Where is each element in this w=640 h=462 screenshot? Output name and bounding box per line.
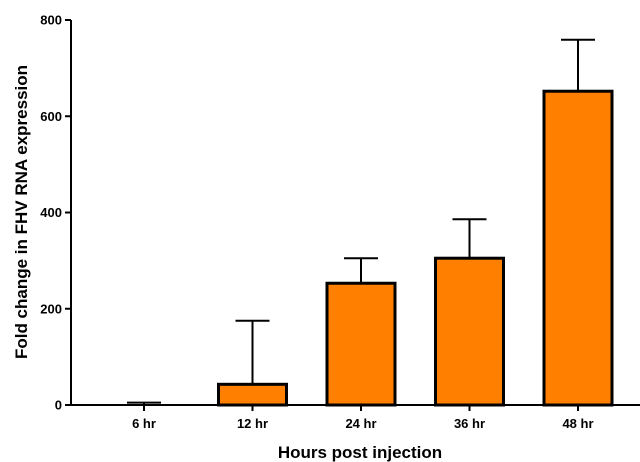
x-tick-label: 48 hr bbox=[562, 416, 593, 431]
x-tick-label: 6 hr bbox=[132, 416, 156, 431]
bar bbox=[434, 256, 505, 407]
y-tick-label: 600 bbox=[40, 109, 62, 124]
bars bbox=[217, 89, 614, 407]
y-tick-label: 200 bbox=[40, 301, 62, 316]
bar bbox=[542, 89, 614, 407]
error-bars bbox=[127, 38, 595, 405]
y-tick-label: 800 bbox=[40, 13, 62, 28]
y-tick-label: 400 bbox=[40, 205, 62, 220]
y-axis-title: Fold change in FHV RNA expression bbox=[12, 65, 31, 359]
x-axis-title: Hours post injection bbox=[278, 443, 442, 462]
x-axis: 6 hr 12 hr 24 hr 36 hr 48 hr bbox=[70, 404, 640, 431]
x-tick-label: 36 hr bbox=[454, 416, 485, 431]
x-tick-label: 12 hr bbox=[237, 416, 268, 431]
bar bbox=[325, 281, 397, 407]
y-axis: 0 200 400 600 800 bbox=[40, 13, 72, 413]
x-tick-label: 24 hr bbox=[345, 416, 376, 431]
bar bbox=[217, 382, 288, 407]
y-tick-label: 0 bbox=[55, 398, 62, 413]
